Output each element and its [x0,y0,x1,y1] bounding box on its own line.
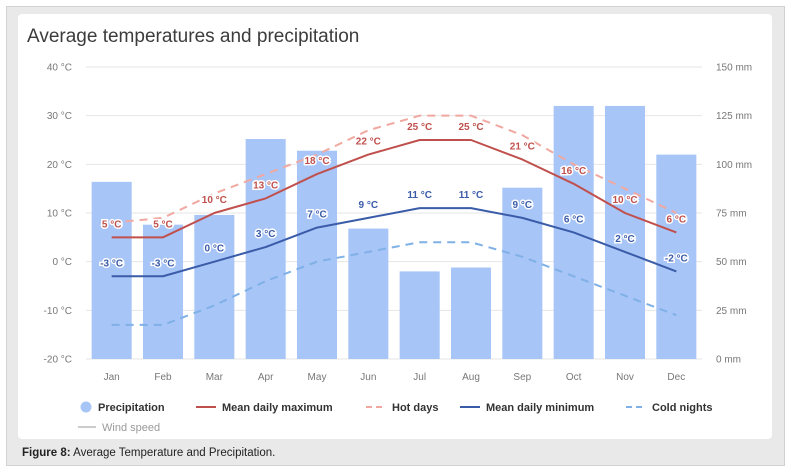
x-axis-ticks: Jan Feb Mar Apr May Jun Jul Aug Sep Oct Nov Dec [104,372,686,383]
left-tick-label: 20 °C [47,160,72,171]
grid-lines [86,66,702,360]
x-tick-label: Dec [667,372,685,383]
data-label: -3 °C [100,258,123,269]
right-axis-ticks: 150 mm 125 mm 100 mm 75 mm 50 mm 25 mm 0 mm [716,63,752,366]
precipitation-bar [502,187,543,359]
data-label: 5 °C [102,219,122,230]
left-tick-label: -20 °C [44,355,72,366]
data-label: 9 °C [359,200,379,211]
left-tick-label: 40 °C [47,63,72,74]
precipitation-bar [656,154,697,359]
legend: Precipitation Mean daily maximum Hot days M… [78,401,713,434]
legend-label: Precipitation [98,402,165,414]
legend-label: Wind speed [102,422,160,434]
legend-label: Mean daily maximum [222,402,333,414]
data-label: 9 °C [513,200,533,211]
chart-title: Average temperatures and precipitation [27,26,360,47]
data-label: 7 °C [307,210,327,221]
precipitation-bar [194,214,235,359]
precipitation-bar [348,228,389,359]
legend-label: Cold nights [652,402,713,414]
data-label: 5 °C [153,219,173,230]
series-line-mean-daily-minimum [111,207,677,278]
precipitation-bars [91,105,697,359]
precipitation-bar [296,150,338,359]
legend-symbol [80,401,92,413]
x-tick-label: Apr [258,372,274,383]
data-label: 21 °C [510,141,535,152]
right-tick-label: 75 mm [716,209,747,220]
right-tick-label: 50 mm [716,257,747,268]
x-tick-label: Aug [462,372,480,383]
data-label: -2 °C [665,253,688,264]
caption-text: Average Temperature and Precipitation. [73,447,276,459]
data-label: 25 °C [407,122,432,133]
data-label: 2 °C [615,234,635,245]
data-label: 10 °C [202,195,227,206]
precipitation-bar [604,105,646,359]
precipitation-bar [450,267,492,359]
data-label: 10 °C [612,195,637,206]
x-tick-label: May [308,372,327,383]
x-tick-label: Mar [206,372,224,383]
x-tick-label: Sep [513,372,531,383]
temperature-lines [111,114,677,326]
data-label: 16 °C [561,166,586,177]
legend-label: Mean daily minimum [486,402,594,414]
data-label: -3 °C [152,258,175,269]
precipitation-bar [399,271,440,359]
right-tick-label: 100 mm [716,160,752,171]
precipitation-bar [245,139,286,359]
figure-caption: Figure 8: Average Temperature and Precip… [22,447,275,459]
precipitation-bar [142,224,184,359]
left-tick-label: 30 °C [47,111,72,122]
x-tick-label: Jan [104,372,120,383]
data-label: 11 °C [459,190,484,201]
right-tick-label: 125 mm [716,111,752,122]
series-line-cold-nights [111,241,677,326]
series-line-hot-days [111,114,677,224]
right-tick-label: 25 mm [716,306,747,317]
x-tick-label: Oct [566,372,582,383]
data-label: 22 °C [356,137,381,148]
data-label: 0 °C [205,244,225,255]
x-tick-label: Jun [360,372,376,383]
data-label: 6 °C [667,214,687,225]
data-label: 18 °C [304,156,329,167]
x-tick-label: Feb [154,372,172,383]
left-tick-label: -10 °C [44,306,72,317]
left-axis-ticks: 40 °C 30 °C 20 °C 10 °C 0 °C -10 °C -20 °C [44,63,72,366]
left-tick-label: 0 °C [52,257,72,268]
legend-label: Hot days [392,402,438,414]
data-label: 3 °C [256,229,276,240]
data-label: 11 °C [407,190,432,201]
precipitation-bar [91,181,132,359]
data-label: 25 °C [458,122,483,133]
x-tick-label: Nov [616,372,634,383]
left-tick-label: 10 °C [47,209,72,220]
right-tick-label: 0 mm [716,355,741,366]
data-labels: 5 °C 5 °C 10 °C 13 °C 18 °C 22 °C 25 °C 25 °C 21… [99,121,690,271]
x-tick-label: Jul [413,372,426,383]
series-line-mean-daily-maximum [111,139,677,239]
data-label: 6 °C [564,214,584,225]
data-label: 13 °C [253,180,278,191]
caption-label: Figure 8: [22,447,71,459]
right-tick-label: 150 mm [716,63,752,74]
